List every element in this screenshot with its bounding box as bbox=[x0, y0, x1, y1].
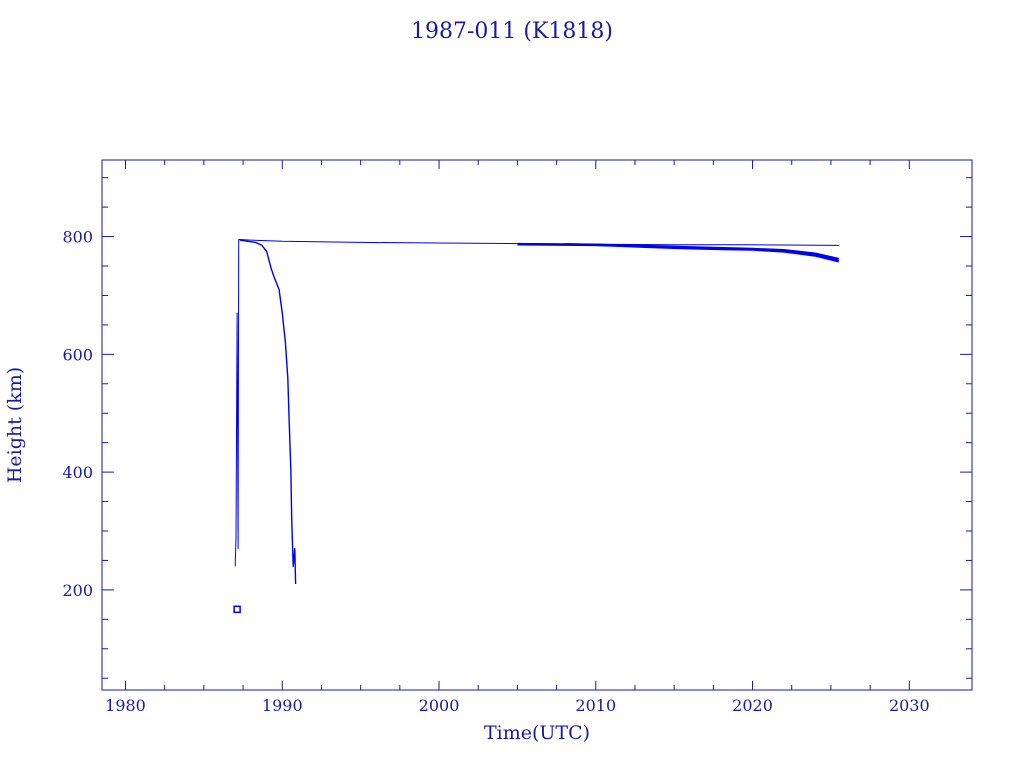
x-axis: 1980 1990 2000 2010 2020 2030 bbox=[105, 160, 930, 715]
series-line-4 bbox=[564, 243, 840, 260]
x-axis-label: Time(UTC) bbox=[484, 722, 590, 744]
y-tick-label: 600 bbox=[62, 345, 93, 364]
x-tick-label: 2010 bbox=[575, 696, 616, 715]
plot-frame bbox=[101, 159, 973, 691]
series-line-2 bbox=[239, 239, 297, 585]
series-line-1 bbox=[234, 239, 839, 567]
x-tick-label: 1980 bbox=[105, 696, 146, 715]
y-tick-label: 800 bbox=[62, 228, 93, 247]
series-layer bbox=[233, 239, 840, 614]
chart-title: 1987-011 (K1818) bbox=[411, 19, 613, 44]
x-tick-label: 2020 bbox=[732, 696, 773, 715]
series-marker bbox=[233, 605, 241, 614]
y-tick-label: 200 bbox=[62, 581, 93, 600]
x-tick-label: 1990 bbox=[262, 696, 303, 715]
y-axis: 200 400 600 800 bbox=[62, 177, 972, 679]
y-axis-label: Height (km) bbox=[4, 367, 26, 483]
x-tick-label: 2000 bbox=[419, 696, 460, 715]
x-tick-label: 2030 bbox=[889, 696, 930, 715]
y-tick-label: 400 bbox=[62, 463, 93, 482]
